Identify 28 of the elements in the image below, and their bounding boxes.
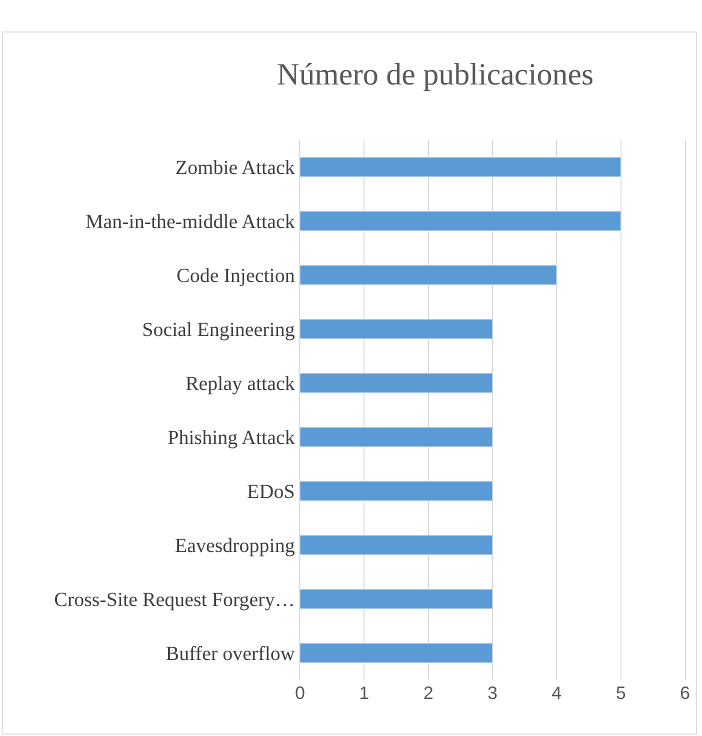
x-tick-label: 6 [680, 683, 690, 703]
y-tick-label: Buffer overflow [166, 643, 296, 665]
y-tick-label: Social Engineering [142, 319, 295, 341]
x-tick-label: 3 [487, 683, 498, 703]
bar [300, 319, 493, 339]
chart-title: Número de publicaciones [276, 56, 594, 92]
y-tick-label: Eavesdropping [174, 535, 295, 557]
y-tick-label: Cross-Site Request Forgery… [54, 589, 295, 611]
bar [300, 535, 493, 555]
y-tick-label: EDoS [247, 481, 295, 503]
y-tick-label: Zombie Attack [175, 157, 295, 179]
bar [300, 265, 557, 285]
y-tick-label: Man-in-the-middle Attack [85, 211, 295, 233]
bar [300, 427, 493, 447]
x-tick-label: 0 [294, 683, 306, 703]
bar [300, 157, 622, 177]
x-tick-label: 2 [423, 683, 434, 703]
bar [300, 589, 493, 609]
x-tick-label: 5 [616, 683, 626, 703]
y-tick-label: Phishing Attack [168, 427, 295, 449]
bar [300, 643, 493, 663]
bar [300, 373, 493, 393]
y-tick-label: Replay attack [185, 373, 295, 395]
bar [300, 481, 493, 501]
x-tick-label: 1 [359, 683, 370, 703]
x-tick-label: 4 [552, 683, 562, 703]
bar [300, 211, 622, 231]
y-tick-label: Code Injection [176, 265, 295, 287]
